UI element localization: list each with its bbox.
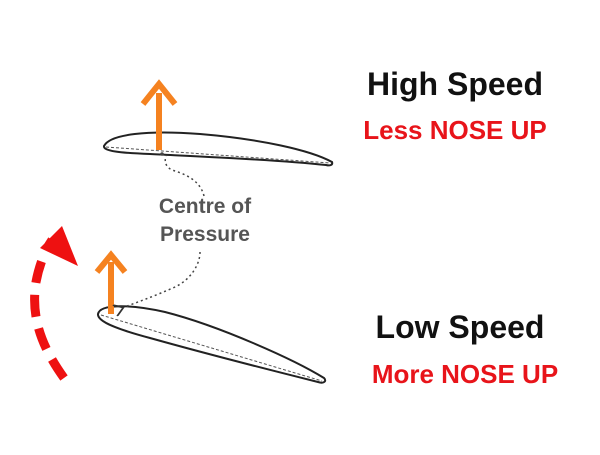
high-speed-subtitle: Less NOSE UP <box>363 115 547 145</box>
centre-of-pressure-line1: Centre of <box>158 195 252 218</box>
low-speed-airfoil <box>97 305 327 384</box>
high-speed-title: High Speed <box>366 66 543 102</box>
low-speed-subtitle: More NOSE UP <box>371 359 559 389</box>
centre-of-pressure-line2: Pressure <box>160 223 250 246</box>
up-arrow-icon <box>94 250 128 314</box>
up-arrow-icon <box>140 79 178 150</box>
centre-of-pressure-label: Centre of Pressure <box>140 193 270 249</box>
curved-dashed-arrow-icon <box>30 226 78 381</box>
low-speed-title: Low Speed <box>375 309 545 345</box>
pressure-pointer-lines <box>122 152 205 308</box>
high-speed-airfoil <box>103 131 334 167</box>
